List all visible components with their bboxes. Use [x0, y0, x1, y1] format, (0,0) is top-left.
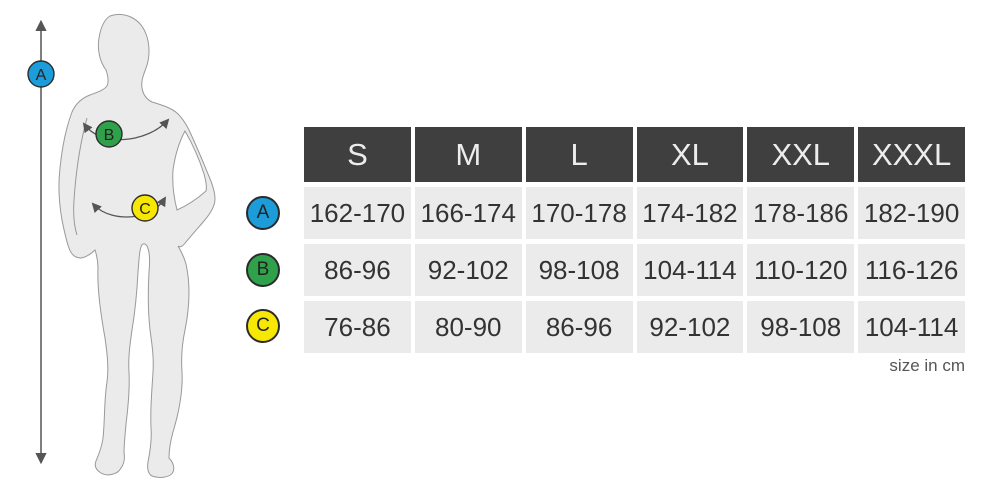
- units-note: size in cm: [889, 356, 965, 375]
- table-cell-a-xxxl: 182-190: [858, 187, 965, 239]
- table-cell-a-xxl: 178-186: [747, 187, 855, 239]
- table-cell-c-s: 76-86: [304, 301, 411, 353]
- size-table: S M L XL XXL XXXL 162-170 166-174 170-17…: [304, 127, 965, 353]
- table-cell-c-xxl: 98-108: [747, 301, 855, 353]
- table-cell-b-l: 98-108: [525, 244, 633, 296]
- arm-crease-line: [73, 117, 88, 236]
- size-header-xxxl: XXXL: [858, 127, 965, 182]
- figure-badge-c-label: C: [139, 201, 151, 218]
- row-badge-b-icon: B: [246, 253, 280, 287]
- table-cell-c-m: 80-90: [414, 301, 522, 353]
- row-badge-c-icon: C: [246, 309, 280, 343]
- body-measurement-figure: A B C: [27, 13, 216, 478]
- size-header-l: L: [525, 127, 633, 182]
- row-badge-a-label: A: [256, 202, 270, 223]
- figure-badge-a-label: A: [36, 67, 47, 84]
- row-badge-c-label: C: [256, 315, 270, 336]
- figure-badge-b-icon: B: [95, 120, 123, 148]
- size-header-m: M: [414, 127, 522, 182]
- size-header-s: S: [304, 127, 411, 182]
- table-cell-a-xl: 174-182: [636, 187, 744, 239]
- table-cell-b-xl: 104-114: [636, 244, 744, 296]
- figure-badge-b-label: B: [104, 127, 115, 144]
- table-cell-c-xl: 92-102: [636, 301, 744, 353]
- figure-badge-c-icon: C: [131, 194, 159, 222]
- table-cell-b-xxxl: 116-126: [858, 244, 965, 296]
- table-cell-c-l: 86-96: [525, 301, 633, 353]
- table-cell-a-l: 170-178: [525, 187, 633, 239]
- size-header-xxl: XXL: [747, 127, 855, 182]
- row-badge-a-icon: A: [246, 196, 280, 230]
- table-cell-b-s: 86-96: [304, 244, 411, 296]
- table-cell-b-m: 92-102: [414, 244, 522, 296]
- human-silhouette: [58, 13, 216, 478]
- figure-badge-a-icon: A: [27, 60, 55, 88]
- table-cell-a-s: 162-170: [304, 187, 411, 239]
- size-header-xl: XL: [636, 127, 744, 182]
- table-cell-a-m: 166-174: [414, 187, 522, 239]
- table-cell-b-xxl: 110-120: [747, 244, 855, 296]
- table-cell-c-xxxl: 104-114: [858, 301, 965, 353]
- row-badge-b-label: B: [256, 259, 270, 280]
